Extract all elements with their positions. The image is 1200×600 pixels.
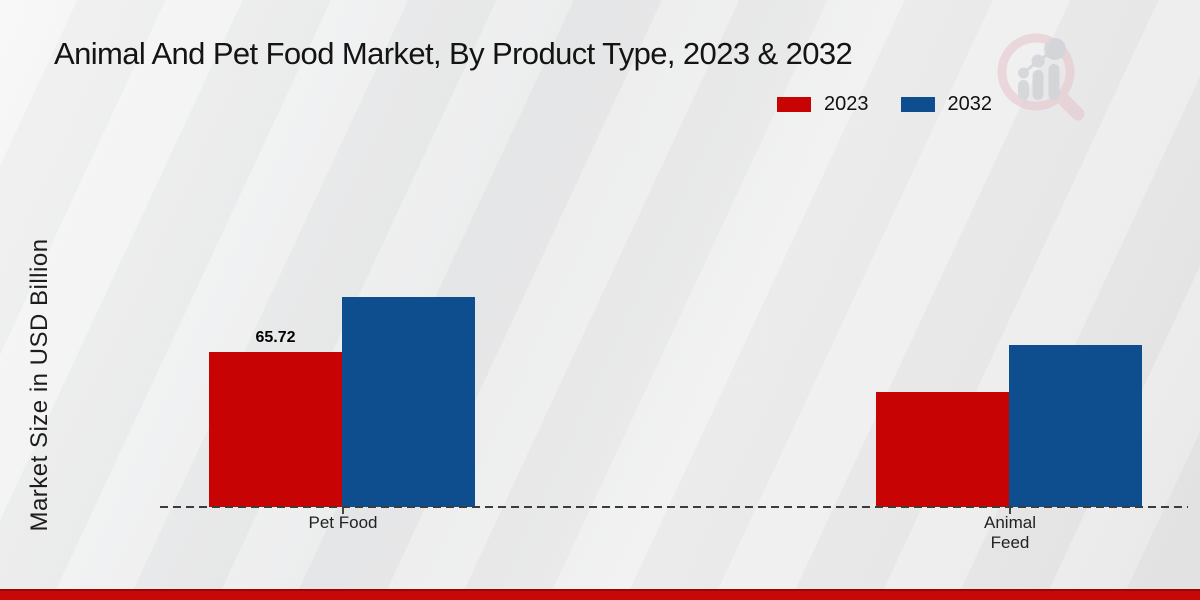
- legend-label-2032: 2032: [947, 93, 993, 115]
- category-label-animal-feed: Animal Feed: [984, 513, 1036, 552]
- legend-item-2023[interactable]: 2023: [777, 93, 869, 116]
- bar-value-label-pet-food-2023: 65.72: [255, 328, 296, 346]
- x-axis-baseline: [160, 506, 1188, 508]
- footer-accent-band: [0, 589, 1200, 600]
- legend-label-2023: 2023: [824, 93, 869, 115]
- legend-swatch-2023: [777, 97, 811, 112]
- x-axis-tick-animal-feed: [1009, 508, 1011, 514]
- legend-swatch-2032: [900, 97, 935, 112]
- bar-animal-feed-2032[interactable]: [1009, 344, 1142, 507]
- legend: 2023 2032: [777, 93, 992, 116]
- x-axis-tick-pet-food: [342, 508, 344, 514]
- chart-title: Animal And Pet Food Market, By Product T…: [54, 36, 853, 71]
- legend-item-2032[interactable]: 2032: [900, 93, 993, 116]
- bar-pet-food-2032[interactable]: [342, 297, 475, 507]
- bar-animal-feed-2023[interactable]: [876, 391, 1009, 507]
- category-label-pet-food: Pet Food: [308, 513, 378, 532]
- bar-group-pet-food: 65.72: [209, 207, 476, 507]
- magnifier-bar-chart-logo-icon: [997, 33, 1085, 121]
- bar-pet-food-2023[interactable]: 65.72: [209, 329, 342, 507]
- bar-group-animal-feed: [876, 207, 1143, 507]
